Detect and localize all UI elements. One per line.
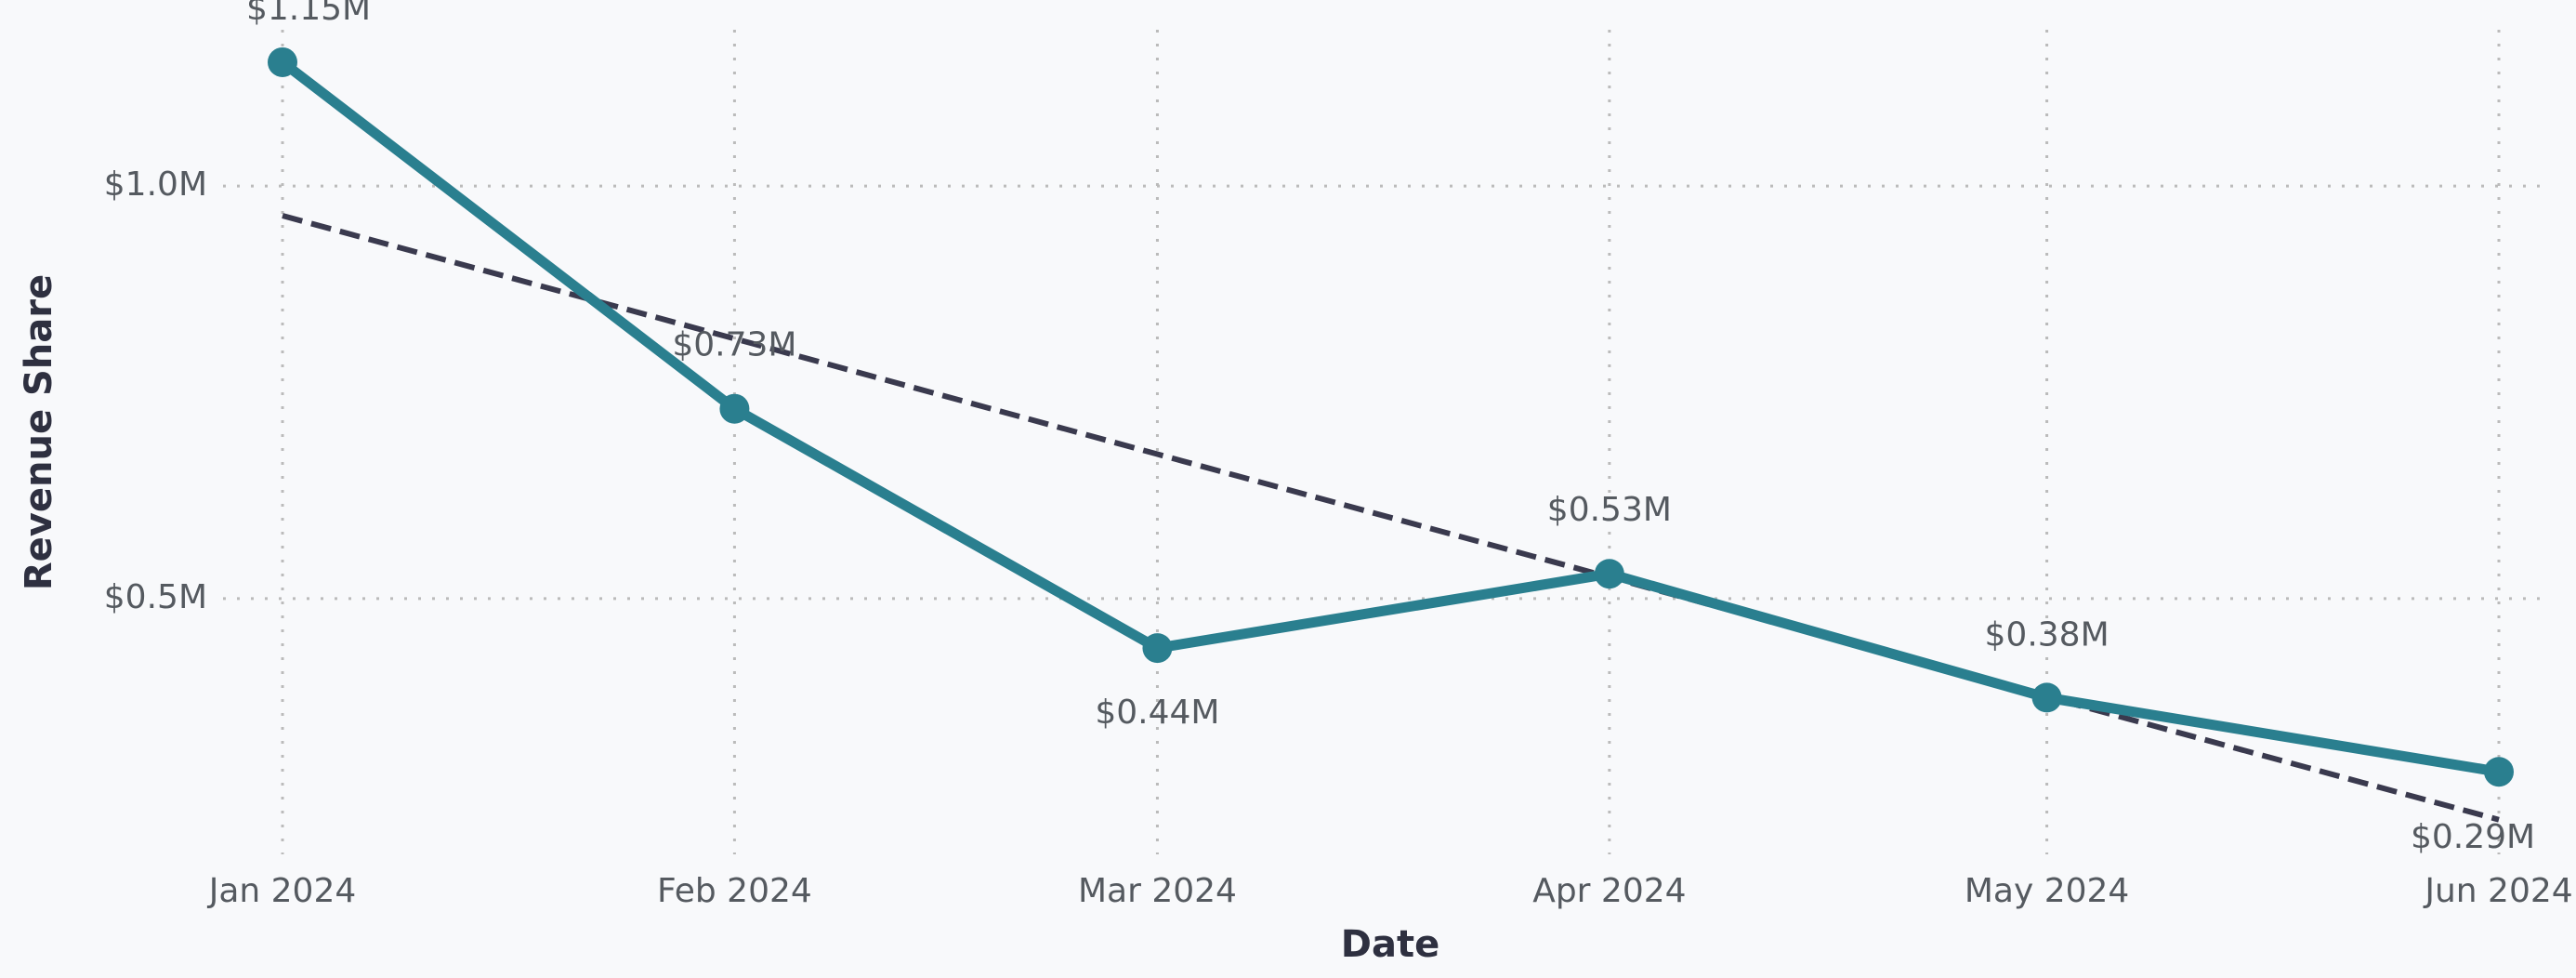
x-tick-label: Mar 2024: [1078, 872, 1237, 910]
data-point: [2484, 757, 2514, 787]
y-tick-label: $1.0M: [104, 165, 207, 204]
data-point: [268, 46, 297, 77]
x-tick-label: Jan 2024: [207, 872, 357, 910]
series-line: [279, 58, 2500, 777]
x-tick-label: Apr 2024: [1532, 872, 1686, 910]
data-point: [1594, 559, 1624, 589]
x-tick-label: Feb 2024: [657, 872, 812, 910]
data-label: $0.53M: [1547, 491, 1672, 529]
x-axis-title: Date: [1341, 923, 1439, 966]
x-tick-label: Jun 2024: [2423, 872, 2572, 910]
trend-line: [282, 213, 2500, 823]
data-label: $0.38M: [1985, 615, 2109, 654]
data-label: $0.73M: [672, 326, 796, 364]
data-point: [2031, 682, 2062, 713]
y-tick-label: $0.5M: [104, 578, 207, 616]
data-point: [719, 393, 750, 424]
y-axis-title: Revenue Share: [18, 274, 60, 590]
data-point: [1142, 633, 1173, 664]
data-label: $1.15M: [246, 0, 371, 28]
data-label: $0.44M: [1095, 694, 1219, 732]
x-tick-label: May 2024: [1965, 872, 2130, 910]
data-label: $0.29M: [2411, 818, 2535, 856]
